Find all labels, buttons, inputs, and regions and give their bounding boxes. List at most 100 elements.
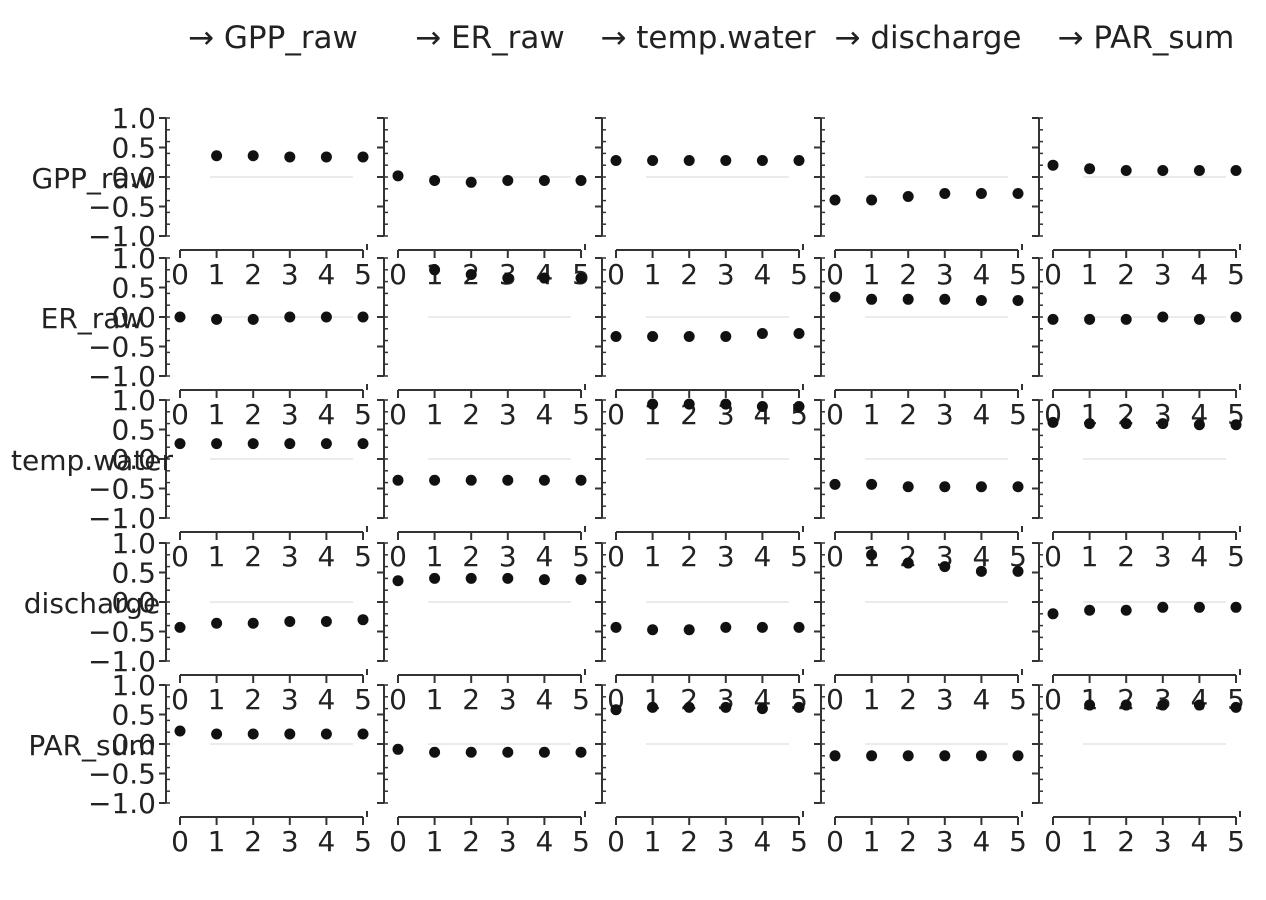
- y-tick-label: −0.5: [88, 473, 156, 506]
- column-titles: → GPP_raw → ER_raw → temp.water → discha…: [188, 20, 1234, 56]
- x-tick-label: 3: [281, 398, 299, 431]
- x-tick-label: 1: [426, 540, 444, 573]
- x-tick-label: 2: [244, 825, 262, 858]
- x-tick-label: 4: [535, 398, 553, 431]
- x-tick-label: 1: [208, 540, 226, 573]
- data-point: [720, 701, 732, 713]
- data-point: [720, 330, 732, 342]
- x-tick-label: 2: [462, 398, 480, 431]
- data-point: [538, 574, 550, 586]
- data-point: [465, 746, 477, 758]
- data-point: [902, 481, 914, 493]
- x-tick-label: 0: [826, 825, 844, 858]
- data-point: [1084, 418, 1096, 430]
- data-point: [465, 269, 477, 281]
- data-point: [174, 311, 186, 323]
- data-point: [902, 557, 914, 569]
- x-tick-label: 3: [281, 683, 299, 716]
- x-tick-label: 4: [535, 683, 553, 716]
- data-point: [1157, 601, 1169, 613]
- data-point: [211, 438, 223, 450]
- data-point: [793, 154, 805, 166]
- x-tick-label: 3: [499, 683, 517, 716]
- data-point: [902, 750, 914, 762]
- data-point: [975, 565, 987, 577]
- x-tick-label: 0: [389, 683, 407, 716]
- x-tick-label: 4: [317, 540, 335, 573]
- x-tick-label: 3: [281, 825, 299, 858]
- x-tick-label: 1: [1081, 258, 1099, 291]
- data-point: [610, 330, 622, 342]
- data-point: [647, 154, 659, 166]
- data-point: [502, 272, 514, 284]
- x-tick-label: 1: [644, 825, 662, 858]
- data-point: [975, 294, 987, 306]
- y-tick-label: 0.5: [111, 557, 156, 590]
- data-point: [429, 175, 441, 187]
- y-tick-label: 0.0: [111, 728, 156, 761]
- data-point: [1084, 699, 1096, 711]
- data-point: [538, 272, 550, 284]
- data-point: [211, 313, 223, 325]
- x-tick-label: 5: [790, 825, 808, 858]
- data-point: [502, 572, 514, 584]
- x-tick-label: 5: [1227, 825, 1245, 858]
- data-point: [538, 746, 550, 758]
- data-point: [247, 438, 259, 450]
- data-point: [320, 311, 332, 323]
- data-point: [902, 190, 914, 202]
- x-tick-label: 1: [208, 683, 226, 716]
- data-point: [756, 400, 768, 412]
- x-tick-label: 3: [499, 825, 517, 858]
- column-title-gpp: → GPP_raw: [188, 20, 358, 56]
- data-point: [1193, 601, 1205, 613]
- data-point: [866, 194, 878, 206]
- x-tick-label: 3: [717, 540, 735, 573]
- y-tick-label: 1.0: [111, 669, 156, 702]
- y-tick-label: 0.5: [111, 132, 156, 165]
- x-tick-label: 0: [607, 540, 625, 573]
- data-point: [829, 291, 841, 303]
- x-tick-label: 2: [1117, 825, 1135, 858]
- x-tick-label: 0: [1044, 683, 1062, 716]
- data-point: [247, 617, 259, 629]
- x-tick-label: 4: [1190, 540, 1208, 573]
- x-tick-label: 4: [1190, 258, 1208, 291]
- data-point: [247, 728, 259, 740]
- x-tick-label: 2: [244, 540, 262, 573]
- x-tick-label: 2: [1117, 683, 1135, 716]
- data-point: [975, 750, 987, 762]
- data-point: [284, 151, 296, 163]
- x-tick-label: 0: [171, 825, 189, 858]
- x-tick-label: 1: [644, 540, 662, 573]
- y-tick-label: 1.0: [111, 384, 156, 417]
- data-point: [939, 561, 951, 573]
- data-point: [939, 293, 951, 305]
- data-point: [1193, 165, 1205, 177]
- data-point: [284, 438, 296, 450]
- data-point: [429, 264, 441, 276]
- y-tick-label: 0.5: [111, 272, 156, 305]
- data-point: [211, 150, 223, 162]
- data-point: [284, 311, 296, 323]
- y-tick-label: 0.0: [111, 586, 156, 619]
- x-tick-label: 3: [499, 540, 517, 573]
- x-tick-label: 5: [790, 258, 808, 291]
- y-tick-label: 0.0: [111, 161, 156, 194]
- data-point: [756, 328, 768, 340]
- x-tick-label: 4: [1190, 683, 1208, 716]
- x-tick-label: 0: [389, 258, 407, 291]
- column-title-temp: → temp.water: [600, 20, 815, 56]
- data-point: [829, 478, 841, 490]
- x-tick-label: 2: [462, 683, 480, 716]
- data-point: [1047, 416, 1059, 428]
- data-point: [866, 293, 878, 305]
- data-point: [174, 725, 186, 737]
- row-label-1: ER_raw: [41, 302, 144, 335]
- x-tick-label: 1: [208, 825, 226, 858]
